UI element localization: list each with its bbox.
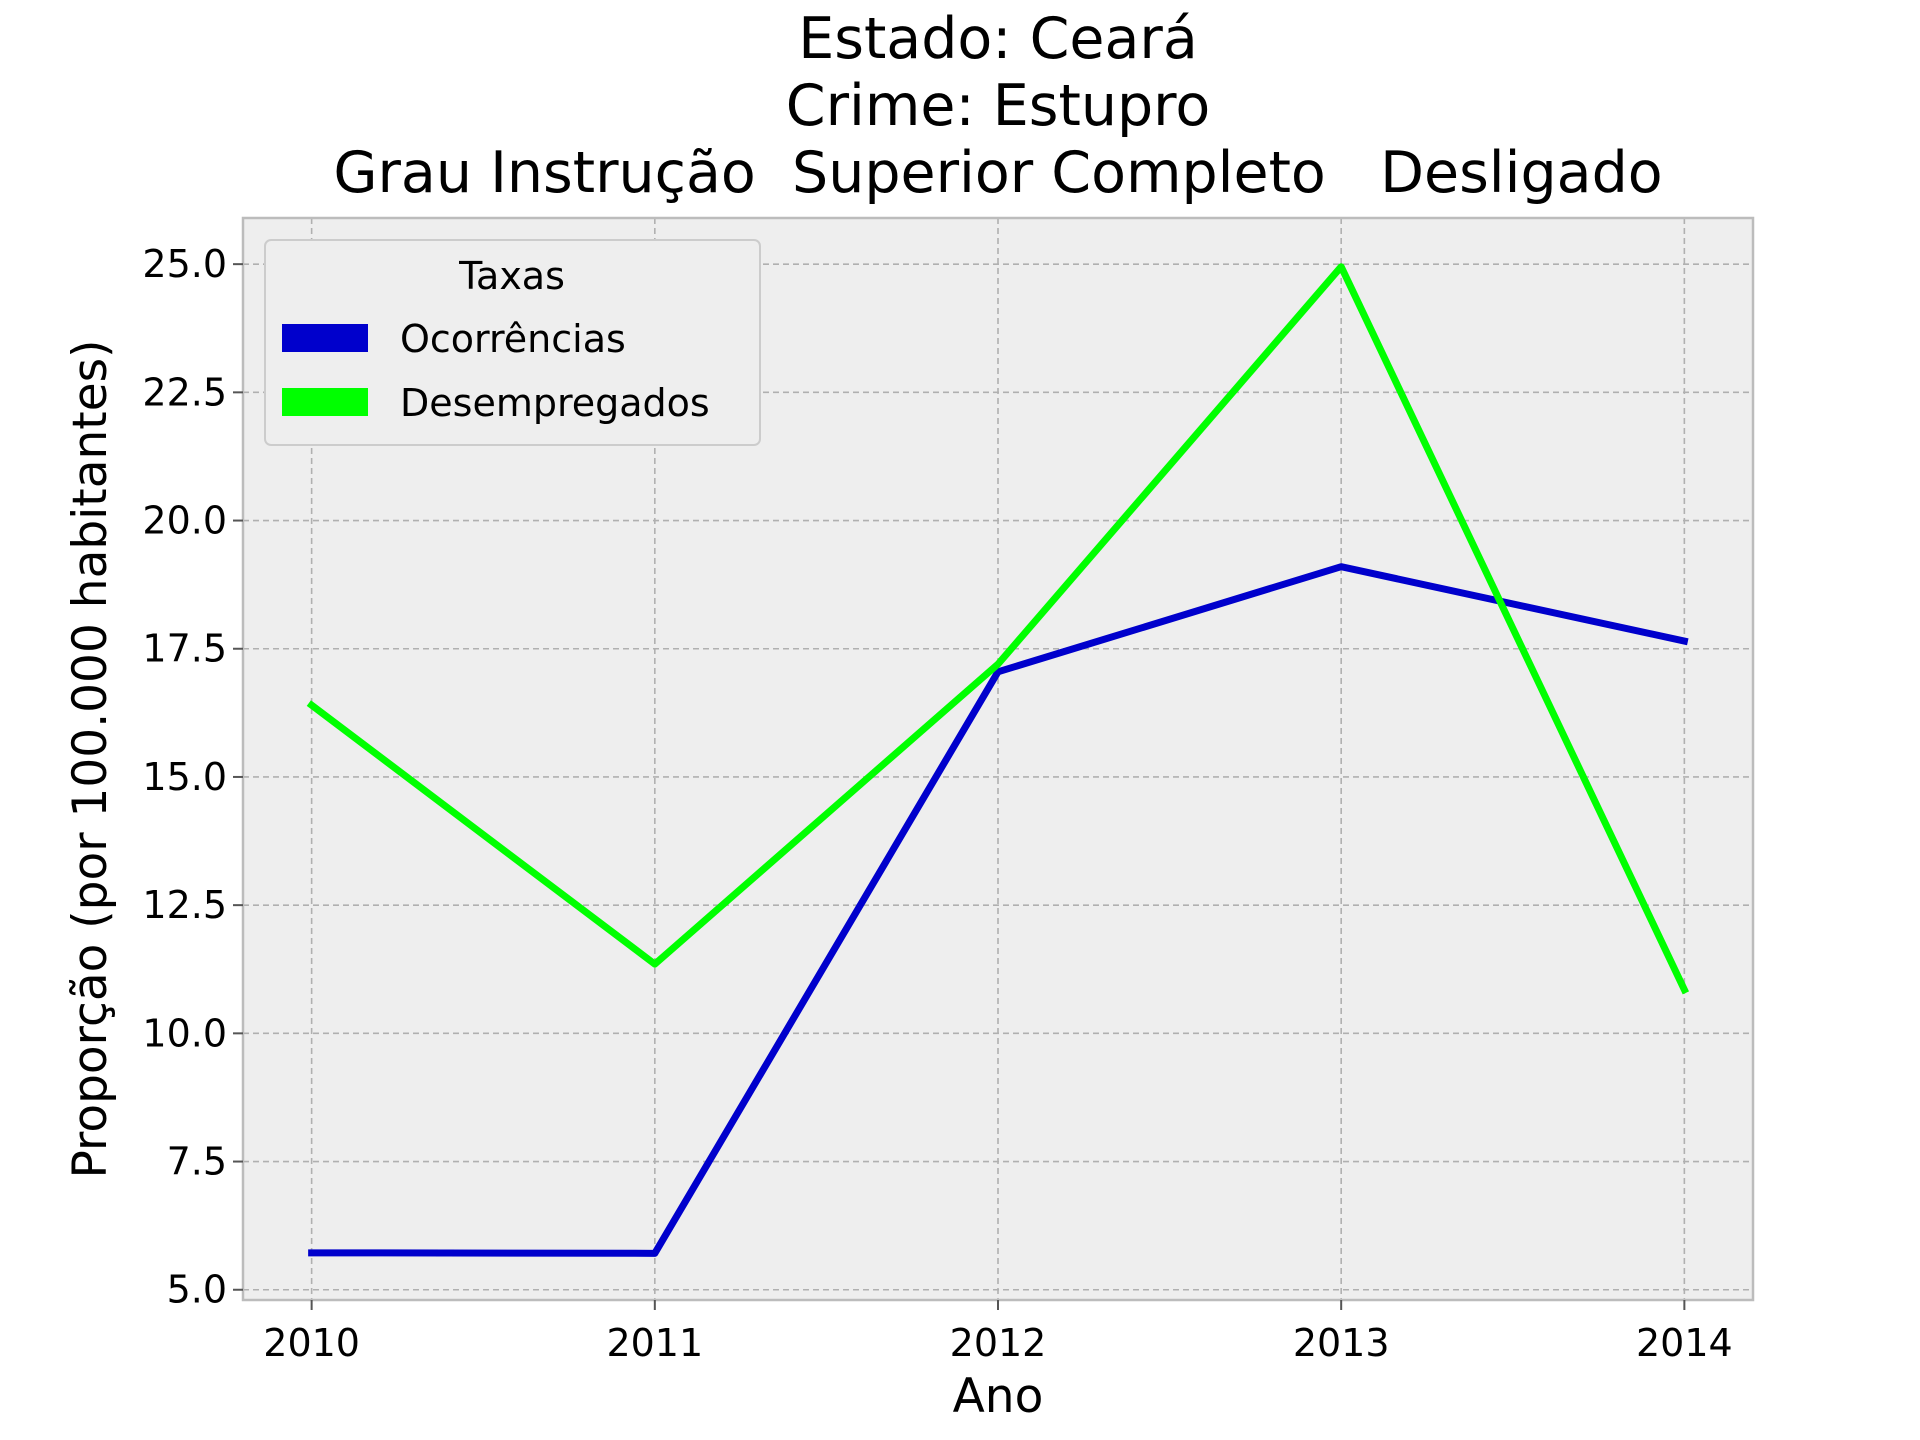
legend-swatch-ocorrencias xyxy=(282,324,368,352)
legend: Taxas Ocorrências Desempregados xyxy=(264,239,761,446)
chart-title: Estado: Ceará Crime: Estupro Grau Instru… xyxy=(333,6,1662,206)
x-axis-ticks: 2010 2011 2012 2013 2014 xyxy=(263,1300,1733,1365)
y-tick-label: 7.5 xyxy=(167,1140,227,1184)
series-lines xyxy=(306,263,1690,1257)
y-tick-label: 17.5 xyxy=(142,627,227,671)
y-tick-label: 20.0 xyxy=(142,499,227,543)
y-tick-label: 25.0 xyxy=(142,242,227,286)
legend-title: Taxas xyxy=(458,254,565,298)
x-tick-label: 2011 xyxy=(606,1321,703,1365)
series-line-desempregados xyxy=(306,263,1690,995)
x-tick-label: 2014 xyxy=(1636,1321,1733,1365)
y-tick-label: 5.0 xyxy=(167,1268,227,1312)
x-axis-label: Ano xyxy=(953,1369,1044,1424)
legend-swatch-desempregados xyxy=(282,388,368,416)
y-tick-label: 12.5 xyxy=(142,883,227,927)
series-line-ocorrencias xyxy=(308,563,1689,1257)
y-tick-label: 15.0 xyxy=(142,755,227,799)
chart-title-line-1: Estado: Ceará xyxy=(798,6,1198,72)
x-tick-label: 2012 xyxy=(950,1321,1047,1365)
y-axis-label: Proporção (por 100.000 habitantes) xyxy=(63,340,118,1179)
x-tick-label: 2013 xyxy=(1293,1321,1390,1365)
legend-label-ocorrencias: Ocorrências xyxy=(400,317,626,361)
chart-title-line-3: Grau Instrução Superior Completo Desliga… xyxy=(333,140,1662,206)
x-tick-label: 2010 xyxy=(263,1321,360,1365)
legend-label-desempregados: Desempregados xyxy=(400,381,710,425)
legend-box xyxy=(264,239,761,446)
y-tick-label: 10.0 xyxy=(142,1011,227,1055)
y-axis-ticks: 5.0 7.5 10.0 12.5 15.0 17.5 20.0 22.5 25.0 xyxy=(142,242,243,1312)
y-tick-label: 22.5 xyxy=(142,370,227,414)
chart-title-line-2: Crime: Estupro xyxy=(786,73,1210,139)
